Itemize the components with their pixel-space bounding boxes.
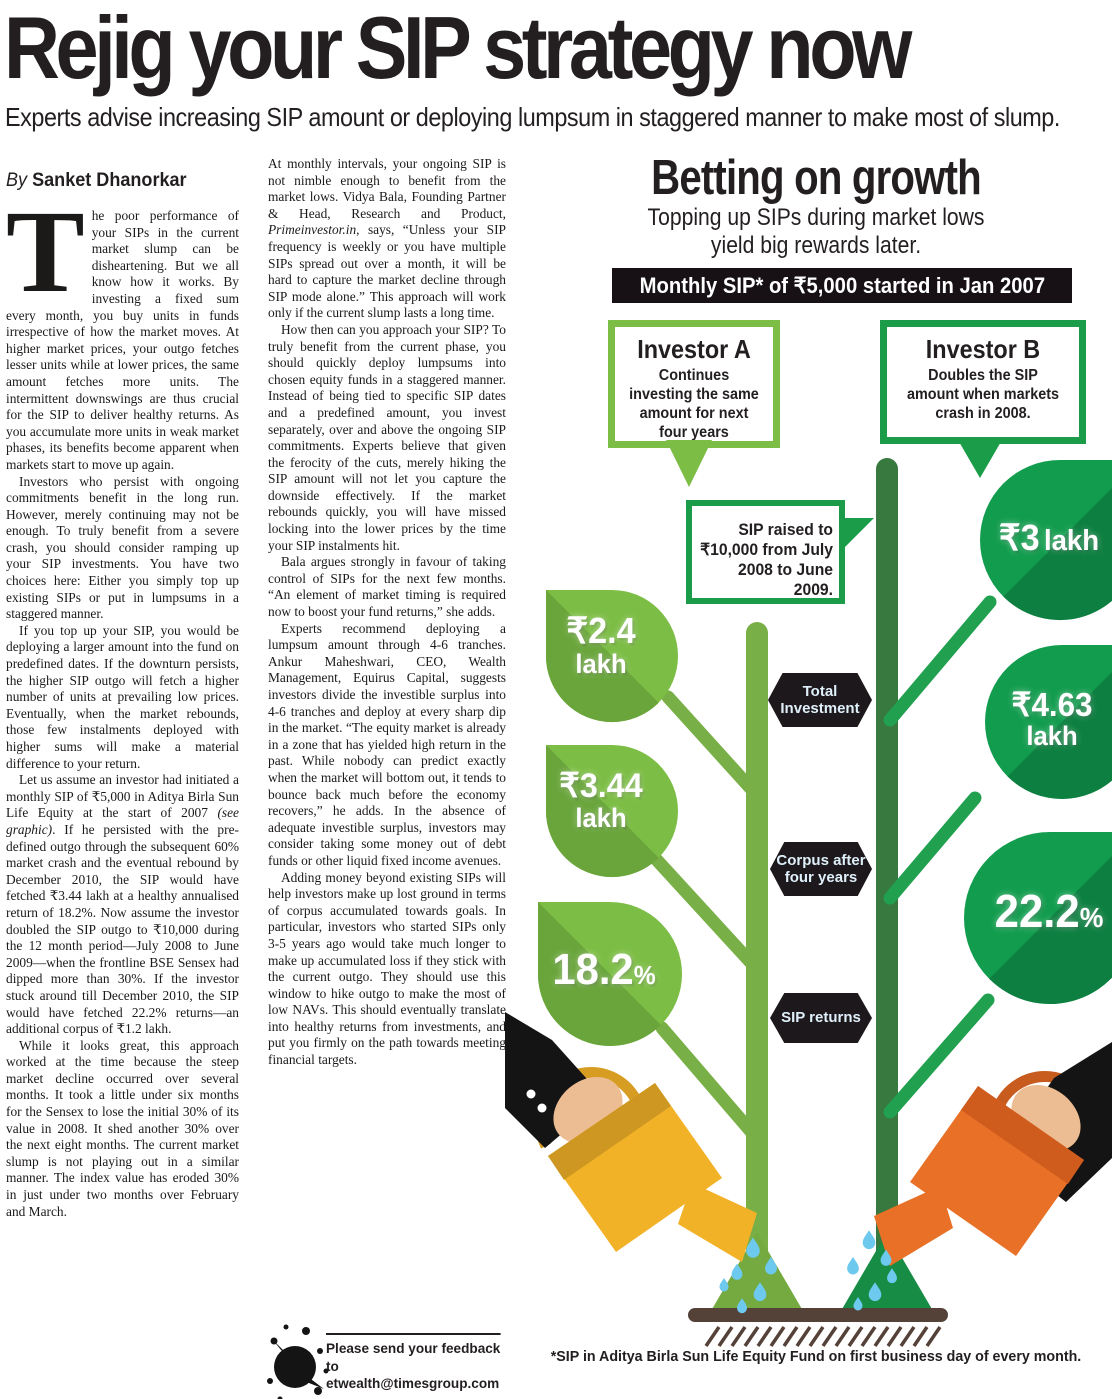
right-can-spout: [874, 1186, 953, 1266]
row-label-sip-returns: SIP returns: [770, 993, 872, 1043]
ground-hatching: [704, 1326, 942, 1347]
byline: By Sanket Dhanorkar: [6, 170, 187, 192]
investor-a-pointer: [666, 440, 712, 487]
paragraph: Investors who persist with ongoing commi…: [6, 473, 239, 622]
paragraph: Let us assume an investor had initiated …: [6, 772, 239, 1037]
plant-a-mound: [708, 1232, 806, 1316]
paragraph: If you top up your SIP, you would be dep…: [6, 622, 239, 771]
plant-b-leaves: [964, 460, 1112, 1004]
article-column-2: At monthly intervals, your ongoing SIP i…: [268, 156, 506, 1069]
infographic-footnote: *SIP in Aditya Birla Sun Life Equity Fun…: [550, 1348, 1082, 1365]
row-label-corpus: Corpus after four years: [770, 842, 872, 896]
callout-pointer: [836, 518, 874, 556]
ground-bar: [688, 1308, 948, 1322]
paragraph: While it looks great, this approach work…: [6, 1037, 239, 1219]
sip-raised-callout: SIP raised to ₹10,000 from July 2008 to …: [686, 500, 845, 604]
plant-a-branches: [648, 690, 761, 1142]
infographic-subtitle: Topping up SIPs during market lows yield…: [647, 204, 985, 260]
paragraph: Experts recommend deploying a lumpsum am…: [268, 620, 506, 868]
value-a-total-investment: ₹2.4 lakh: [566, 610, 636, 679]
investor-b-title: Investor B: [925, 334, 1041, 364]
byline-name: Sanket Dhanorkar: [32, 170, 187, 191]
plant-b-branches: [883, 595, 997, 1119]
paragraph: Bala argues strongly in favour of taking…: [268, 554, 506, 620]
left-can-spout: [678, 1183, 757, 1262]
infographic-banner: Monthly SIP* of ₹5,000 started in Jan 20…: [612, 268, 1072, 303]
value-b-total-investment: ₹3 lakh: [998, 517, 1100, 558]
investor-a-desc: Continues investing the same amount for …: [629, 367, 759, 441]
left-can-body: [548, 1083, 722, 1252]
investor-b-pointer: [958, 440, 1002, 478]
paragraph: Adding money beyond existing SIPs will h…: [268, 869, 506, 1068]
value-b-corpus: ₹4.63 lakh: [1011, 686, 1093, 751]
value-a-corpus: ₹3.44 lakh: [559, 767, 643, 833]
plant-a-leaves: [538, 590, 682, 1046]
paragraph: At monthly intervals, your ongoing SIP i…: [268, 156, 506, 321]
ink-splat-icon: [267, 1324, 329, 1399]
investor-b-box: Investor B Doubles the SIP amount when m…: [880, 320, 1086, 444]
investor-b-desc: Doubles the SIP amount when markets cras…: [906, 367, 1060, 422]
drop-cap: T: [6, 186, 85, 317]
plant-b-mound: [838, 1232, 936, 1316]
value-b-returns: 22.2%: [994, 885, 1104, 937]
feedback-line1: Please send your feedback to: [326, 1340, 501, 1374]
infographic-title: Betting on growth: [651, 151, 982, 205]
left-watering-can: [505, 1012, 757, 1262]
page-title: Rejig your SIP strategy now: [4, 0, 912, 97]
right-can-body: [910, 1086, 1084, 1256]
byline-prefix: By: [6, 170, 28, 191]
feedback-block: Please send your feedback to etwealth@ti…: [267, 1324, 506, 1399]
right-watering-can: [874, 1042, 1112, 1266]
row-label-total-investment: Total Investment: [768, 673, 872, 727]
growth-plants-illustration: [505, 440, 1112, 1347]
feedback-email: etwealth@timesgroup.com: [326, 1375, 500, 1391]
page-subtitle: Experts advise increasing SIP amount or …: [5, 102, 1060, 132]
paragraph: How then can you approach your SIP? To t…: [268, 321, 506, 553]
value-a-returns: 18.2%: [552, 945, 656, 994]
investor-a-title: Investor A: [637, 334, 751, 364]
investor-a-box: Investor A Continues investing the same …: [608, 320, 780, 448]
feedback-text: Please send your feedback to etwealth@ti…: [326, 1333, 501, 1399]
